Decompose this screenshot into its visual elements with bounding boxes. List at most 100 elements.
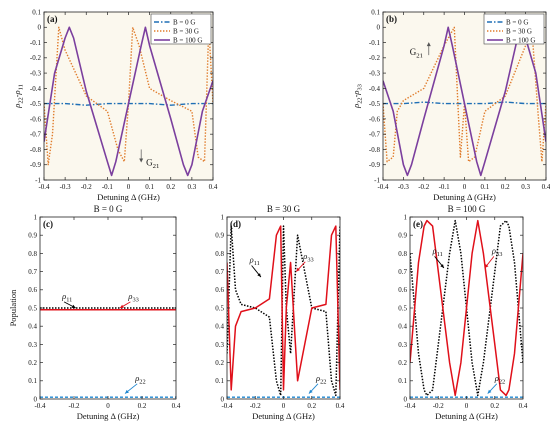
chart-panel-b: -0.4 -0.3 -0.2 -0.1 0 0.1 0.2 0.3 0.4 0.1 0 -0.1 -0.… (351, 8, 550, 202)
y-tick-label: 0.6 (398, 286, 407, 294)
y-tick-label: -0.4 (30, 85, 42, 93)
y-tick-label: 0.1 (398, 377, 407, 385)
x-tick-label: -0.1 (439, 183, 451, 191)
y-tick-label: -0.5 (30, 100, 42, 108)
y-tick-label: 0.5 (215, 304, 224, 312)
plot-frame (39, 216, 177, 400)
series-label: ρ33​ (302, 251, 313, 264)
y-tick-label: 0.4 (215, 323, 224, 331)
y-tick-label: -0.3 (30, 69, 42, 77)
y-axis-label: Population (8, 289, 18, 327)
x-tick-label: 0.4 (519, 402, 528, 410)
annotation-arrowhead (426, 42, 431, 47)
legend-entry: B = 100 G (173, 37, 202, 45)
y-tick-label: 0.4 (398, 323, 407, 331)
y-tick-label: 0 (34, 395, 38, 403)
series-label-arrowhead (257, 273, 261, 278)
annotation-label: G21​ (146, 157, 159, 170)
panel-title: B = 0 G (94, 204, 123, 214)
y-tick-label: -0.2 (369, 54, 381, 62)
y-tick-label: -0.6 (369, 115, 381, 123)
y-tick-label: 0.2 (28, 359, 37, 367)
x-tick-label: -0.4 (404, 402, 416, 410)
y-tick-label: -0.6 (30, 115, 42, 123)
series-label-arrowhead (125, 389, 129, 394)
y-tick-label: 0.4 (28, 323, 37, 331)
x-tick-label: 0.3 (521, 183, 530, 191)
x-tick-label: -0.3 (398, 183, 410, 191)
series-label: ρ11​ (61, 291, 72, 304)
y-tick-label: 0.6 (28, 286, 37, 294)
series-label-arrowhead (119, 304, 124, 308)
y-tick-label: 0.7 (215, 268, 224, 276)
x-tick-label: -0.4 (34, 402, 46, 410)
y-tick-label: -0.3 (369, 69, 381, 77)
y-tick-label: 1 (34, 213, 38, 221)
y-tick-label: 1 (404, 213, 408, 221)
y-tick-label: 0 (404, 395, 408, 403)
legend-entry: B = 0 G (506, 19, 528, 27)
series-label: ρ22​ (494, 373, 505, 386)
x-tick-label: 0.4 (542, 183, 550, 191)
x-tick-label: -0.4 (38, 183, 50, 191)
x-tick-label: 0.4 (172, 402, 181, 410)
y-tick-label: 0.1 (215, 377, 224, 385)
y-tick-label: 0.8 (398, 250, 407, 258)
y-tick-label: 0.1 (28, 377, 37, 385)
panel-label: (a) (47, 14, 58, 24)
x-axis-label: Detuning Δ (GHz) (77, 411, 140, 421)
y-tick-label: -0.5 (369, 100, 381, 108)
y-axis-label: ρ22​-ρ33​ (351, 84, 364, 109)
series-label: ρ11​ (432, 245, 443, 258)
x-tick-label: 0.2 (490, 402, 499, 410)
y-tick-label: -1 (374, 176, 380, 184)
series-label: ρ33​ (491, 245, 502, 258)
legend-entry: B = 30 G (506, 28, 532, 36)
chart-panel-d: -0.4 -0.2 0 0.2 0.4 0 0.1 0.2 0.3 0.4 0.5 0.6 0.7 0.8… (215, 204, 345, 421)
series-label-arrowhead (71, 304, 76, 308)
y-tick-label: 0.7 (28, 268, 37, 276)
panel-title: B = 30 G (267, 204, 301, 214)
y-tick-label: 0.9 (398, 232, 407, 240)
x-tick-label: 0.1 (145, 183, 154, 191)
legend-entry: B = 30 G (173, 28, 199, 36)
y-tick-label: 0.5 (398, 304, 407, 312)
panel-label: (e) (413, 219, 423, 229)
x-tick-label: -0.1 (102, 183, 114, 191)
y-tick-label: 0.5 (28, 304, 37, 312)
y-tick-label: -0.8 (30, 146, 42, 154)
series-label-arrowhead (484, 264, 489, 268)
y-tick-label: -0.1 (369, 39, 381, 47)
y-tick-label: 0.8 (28, 250, 37, 258)
y-tick-label: -0.9 (369, 161, 381, 169)
annotation-arrowhead (139, 158, 144, 163)
y-tick-label: 0.3 (398, 341, 407, 349)
y-tick-label: 0.1 (371, 8, 380, 16)
series-label: ρ22​ (315, 373, 326, 386)
y-tick-label: 0.6 (215, 286, 224, 294)
x-tick-label: 0 (463, 183, 467, 191)
y-tick-label: 0.2 (215, 359, 224, 367)
y-tick-label: 0.9 (215, 232, 224, 240)
y-tick-label: -0.9 (30, 161, 42, 169)
series-line-1 (227, 225, 340, 397)
x-tick-label: 0.2 (501, 183, 510, 191)
x-tick-label: -0.2 (418, 183, 430, 191)
series-label-arrowhead (487, 389, 492, 394)
series-label: ρ11​ (249, 255, 260, 268)
x-tick-label: 0 (127, 183, 131, 191)
y-tick-label: -0.7 (30, 131, 42, 139)
x-axis-label: Detuning Δ (GHz) (97, 192, 160, 202)
y-tick-label: 0.1 (32, 8, 41, 16)
legend-box (483, 13, 545, 45)
legend-entry: B = 0 G (173, 19, 195, 27)
chart-panel-c: -0.4 -0.2 0 0.2 0.4 0 0.1 0.2 0.3 0.4 0.5 0.6 0.7 0.8… (8, 204, 181, 421)
y-tick-label: -0.2 (30, 54, 42, 62)
series-label-arrowhead (296, 267, 300, 272)
series-label: ρ22​ (134, 373, 145, 386)
y-axis-label: ρ22​-ρ11​ (12, 84, 25, 109)
y-tick-label: -1 (35, 176, 41, 184)
y-tick-label: -0.4 (369, 85, 381, 93)
panel-title: B = 100 G (448, 204, 486, 214)
y-tick-label: -0.8 (369, 146, 381, 154)
